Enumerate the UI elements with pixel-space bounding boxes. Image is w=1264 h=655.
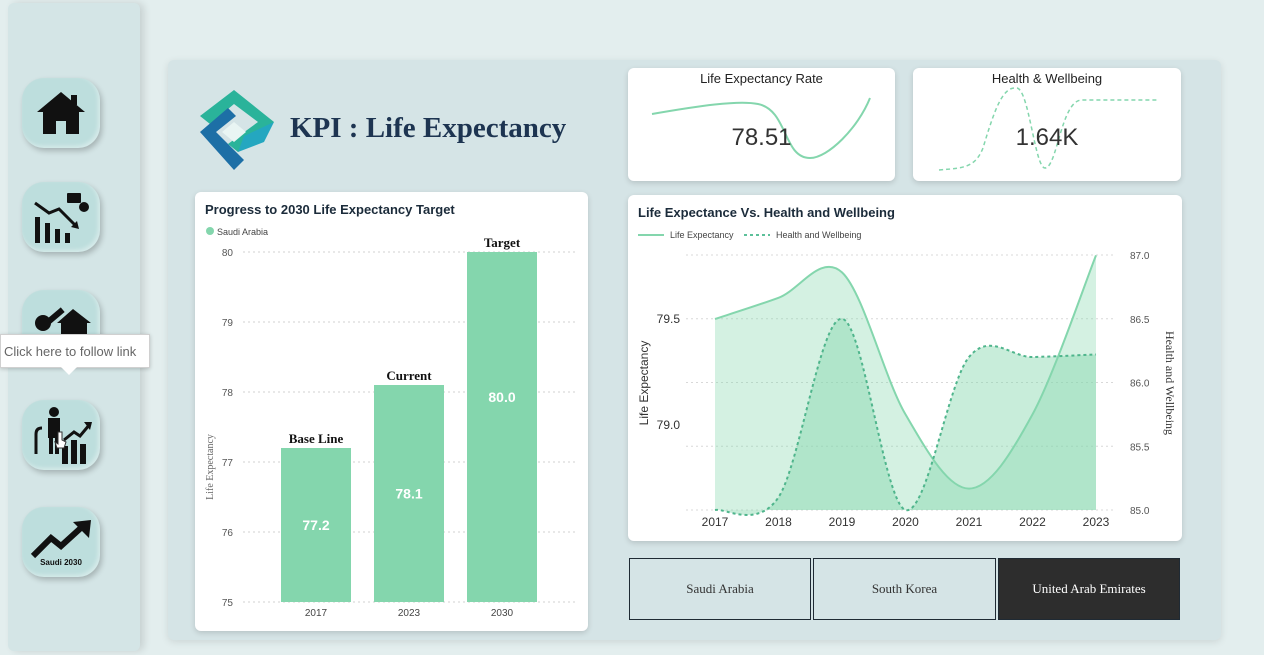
legend-dot (206, 227, 214, 235)
legend-label: Saudi Arabia (217, 227, 268, 237)
kpi-value: 1.64K (1015, 124, 1079, 151)
bar-value-label: 78.1 (395, 486, 422, 502)
kpi-title: Health & Wellbeing (991, 71, 1103, 86)
combo-chart-card: Life Expectance Vs. Health and Wellbeing… (628, 195, 1182, 541)
bar (374, 385, 444, 602)
bar-chart-card: Progress to 2030 Life Expectancy Target … (195, 192, 588, 631)
decline-chart-icon (34, 193, 89, 243)
kpi-title: Life Expectancy Rate (700, 71, 823, 86)
trend-up-icon (30, 519, 91, 558)
link-tooltip: Click here to follow link (0, 334, 150, 375)
bar-top-label: Current (386, 368, 432, 383)
home-button[interactable] (22, 78, 100, 148)
x-tick-label: 2030 (491, 608, 514, 619)
life-expectancy-line (714, 255, 1097, 490)
x-tick-label: 2020 (892, 515, 919, 529)
chart-title: Progress to 2030 Life Expectancy Target (205, 202, 455, 217)
life-expectancy-area (715, 255, 1096, 510)
logo-icon (200, 90, 274, 170)
x-tick-label: 2021 (956, 515, 983, 529)
kpi-value: 78.51 (731, 124, 792, 151)
y-right-tick-label: 86.5 (1130, 315, 1150, 326)
x-tick-label: 2017 (702, 515, 729, 529)
x-tick-label: 2022 (1019, 515, 1046, 529)
country-button-uae[interactable]: United Arab Emirates (998, 558, 1180, 620)
x-tick-label: 2023 (1083, 515, 1110, 529)
page-title: KPI : Life Expectancy (290, 112, 567, 144)
health-wellbeing-line (714, 317, 1097, 516)
y-right-tick-label: 86.0 (1130, 379, 1150, 390)
y-left-tick-label: 79.5 (657, 312, 681, 326)
kpi-sparkline (938, 87, 1157, 171)
person-growth-icon (34, 407, 92, 464)
x-tick-label: 2019 (829, 515, 856, 529)
y-tick-label: 75 (222, 598, 234, 609)
country-button-saudi-arabia[interactable]: Saudi Arabia (629, 558, 811, 620)
y-left-tick-label: 79.0 (657, 418, 681, 432)
legend-health: Health and Wellbeing (776, 230, 861, 240)
y-tick-label: 80 (222, 248, 234, 259)
bar-top-label: Base Line (289, 431, 344, 446)
bar-top-label: Target (484, 235, 521, 250)
combo-chart: Life Expectance Vs. Health and Wellbeing… (637, 205, 1177, 529)
y-right-tick-label: 85.5 (1130, 442, 1150, 453)
key-house-icon (35, 307, 91, 341)
kpi-card-health-wellbeing[interactable]: Health & Wellbeing 1.64K (913, 68, 1181, 181)
legend-life: Life Expectancy (670, 230, 734, 240)
y-tick-label: 76 (222, 528, 234, 539)
x-tick-label: 2018 (765, 515, 792, 529)
decline-chart-button[interactable] (22, 182, 100, 252)
y-tick-label: 79 (222, 318, 234, 329)
kpi-card-life-expectancy[interactable]: Life Expectancy Rate 78.51 (628, 68, 895, 181)
chart-title: Life Expectance Vs. Health and Wellbeing (638, 205, 895, 220)
x-tick-label: 2023 (398, 608, 421, 619)
bar-value-label: 77.2 (302, 517, 329, 533)
y-axis-right-label: Health and Wellbeing (1163, 331, 1177, 435)
bar-value-label: 80.0 (488, 389, 515, 405)
home-icon (37, 92, 85, 134)
y-tick-label: 77 (222, 458, 234, 469)
bar (467, 252, 537, 602)
bar-chart: Progress to 2030 Life Expectancy Target … (205, 202, 577, 619)
y-tick-label: 78 (222, 388, 234, 399)
y-right-tick-label: 85.0 (1130, 506, 1150, 517)
x-tick-label: 2017 (305, 608, 328, 619)
y-axis-label: Life Expectancy (205, 434, 216, 500)
saudi-2030-button[interactable]: Saudi 2030 (22, 507, 100, 577)
y-axis-left-label: Life Expectancy (637, 341, 651, 426)
kpi-sparkline (651, 97, 871, 160)
country-button-south-korea[interactable]: South Korea (813, 558, 996, 620)
bar (281, 448, 351, 602)
saudi-2030-label: Saudi 2030 (40, 557, 82, 567)
y-right-tick-label: 87.0 (1130, 251, 1150, 262)
growth-person-button[interactable] (22, 400, 100, 470)
